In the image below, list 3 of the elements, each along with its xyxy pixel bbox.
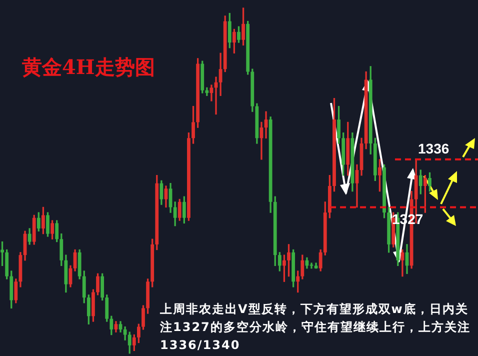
ref-line-label: 1336: [418, 140, 450, 156]
text: 黄金4H走势图: [22, 54, 155, 81]
annotation: 上周非农走出V型反转，下方有望形成双w底，日内关注1327的多空分水岭，守住有望继续上行，上方关注1336/1340: [160, 301, 472, 354]
